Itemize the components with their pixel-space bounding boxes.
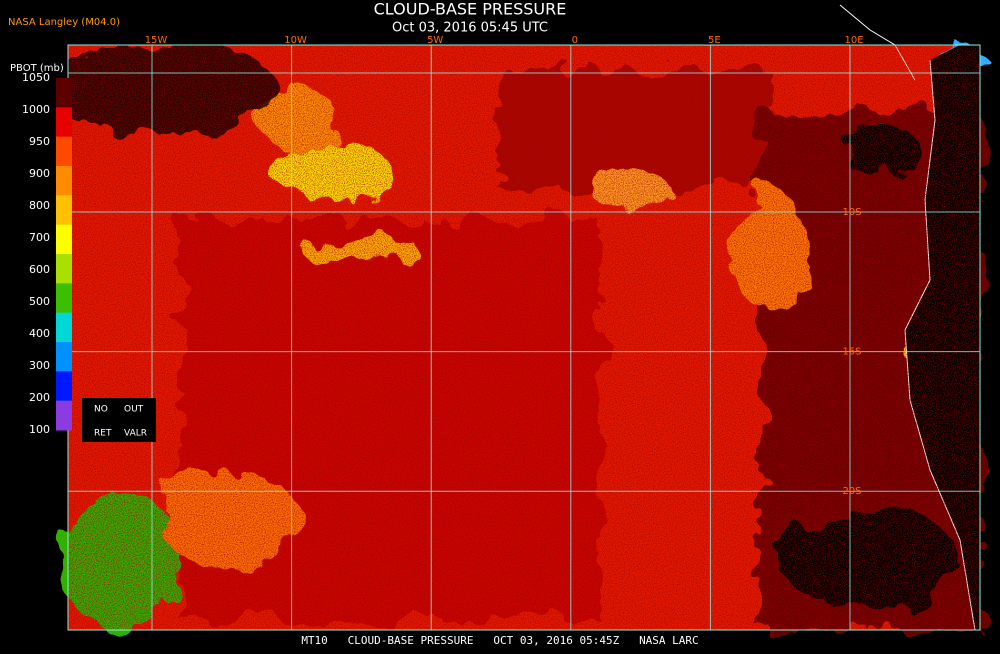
legend-tick: 950: [29, 135, 50, 148]
lat-label: 20S: [842, 486, 861, 497]
graticule: 15W 10W 5W 0 5E 10E 10S 15S 20S: [68, 35, 980, 630]
legend-swatch: [56, 312, 72, 343]
legend-swatch: [56, 371, 72, 402]
source: NASA Langley (M04.0): [8, 17, 120, 28]
legend-tick: 1000: [22, 103, 50, 116]
lat-label: 10S: [842, 207, 861, 218]
legend-tick: 600: [29, 263, 50, 276]
legend-tick: 100: [29, 423, 50, 436]
lon-label: 0: [572, 35, 578, 46]
subtitle: Oct 03, 2016 05:45 UTC: [392, 21, 548, 36]
footer: MT10 CLOUD-BASE PRESSURE OCT 03, 2016 05…: [301, 634, 698, 647]
lon-label: 5E: [708, 35, 721, 46]
legend-swatch: [56, 136, 72, 167]
title: CLOUD-BASE PRESSURE: [374, 0, 567, 19]
flag-box: [82, 398, 156, 442]
flag-label: NO: [94, 405, 108, 415]
legend-tick: 500: [29, 295, 50, 308]
satellite-image: [40, 4, 985, 631]
flag-label: RET: [94, 429, 112, 439]
legend-tick: 700: [29, 231, 50, 244]
legend-swatch: [56, 195, 72, 226]
flag-label: OUT: [124, 405, 144, 415]
legend-swatch: [56, 400, 72, 431]
legend-tick: 200: [29, 391, 50, 404]
legend-swatch: [56, 107, 72, 138]
color-legend: 1050 1000 950 900 800 700 600 500 400 300 200 100: [22, 71, 72, 436]
flag-label: VALR: [124, 429, 147, 439]
lon-label: 5W: [427, 35, 443, 46]
legend-label: PBOT (mb): [10, 63, 64, 74]
legend-swatch: [56, 342, 72, 372]
legend-swatch: [56, 254, 72, 284]
legend-swatch: [56, 283, 72, 314]
lon-label: 15W: [145, 35, 168, 46]
legend-swatch: [56, 166, 72, 196]
legend-swatch: [56, 224, 72, 255]
legend-tick: 800: [29, 199, 50, 212]
legend-swatch: [56, 78, 72, 108]
lon-label: 10E: [844, 35, 863, 46]
legend-tick: 400: [29, 327, 50, 340]
lat-label: 15S: [842, 347, 861, 358]
legend-tick: 300: [29, 359, 50, 372]
legend-tick: 900: [29, 167, 50, 180]
lon-label: 10W: [284, 35, 307, 46]
legend-tick: 1050: [22, 71, 50, 84]
